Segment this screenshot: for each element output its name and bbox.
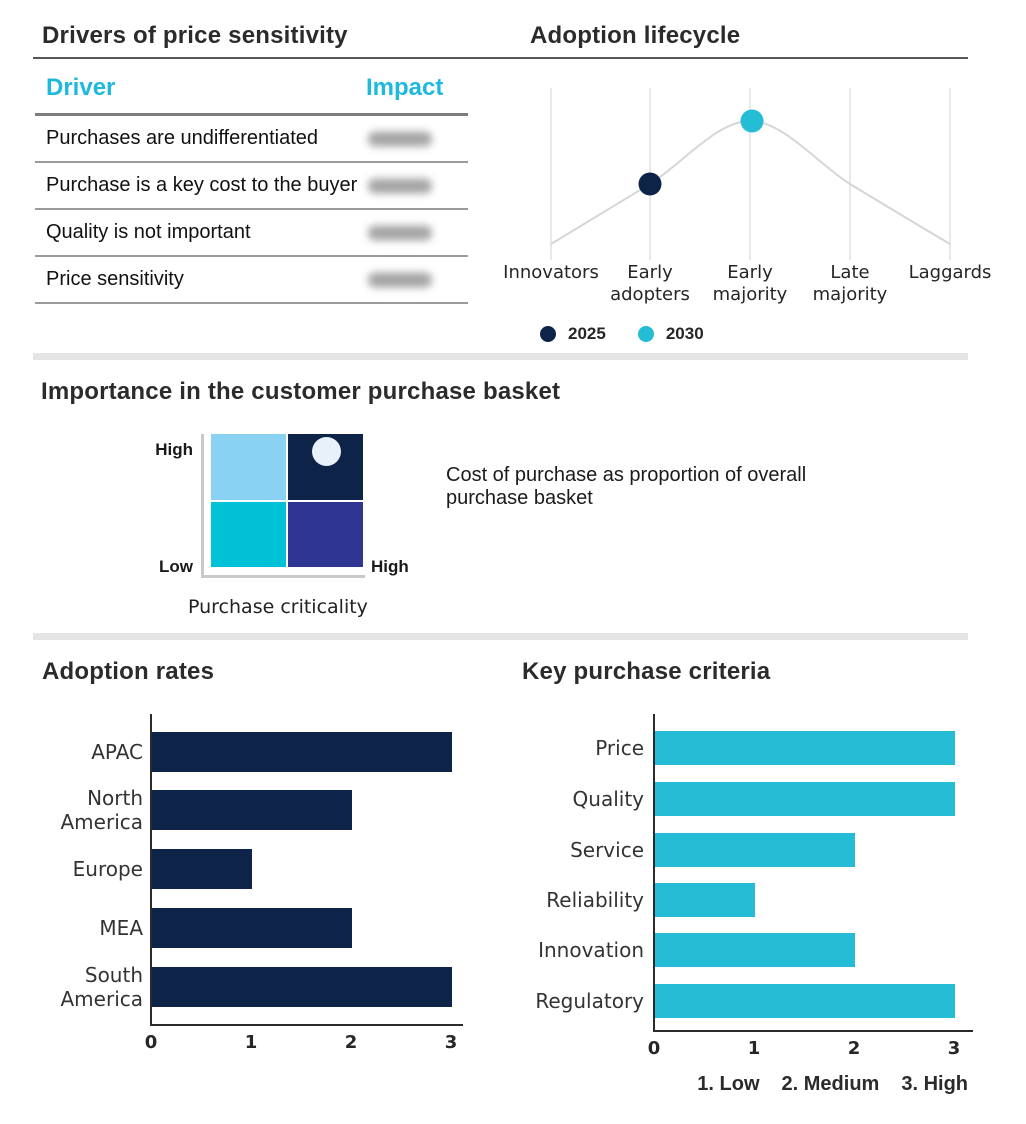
data-point-2025 <box>638 172 662 196</box>
category-label-apac: APAC <box>91 740 143 764</box>
legend-label: 2025 <box>568 324 606 343</box>
category-label-mea: MEA <box>99 916 143 940</box>
x-tick: 2 <box>344 1032 358 1053</box>
driver-cell: Price sensitivity <box>46 268 184 290</box>
title-underline <box>33 57 968 59</box>
purchase-criteria-title: Key purchase criteria <box>522 658 771 685</box>
x-tick: 3 <box>947 1038 961 1059</box>
category-label-europe: Europe <box>72 857 143 881</box>
redacted-impact-value <box>368 178 432 193</box>
drivers-table-title: Drivers of price sensitivity <box>42 22 348 49</box>
lifecycle-title: Adoption lifecycle <box>530 22 741 49</box>
y-axis-low-label: Low <box>159 557 193 576</box>
legend-dot-cyan <box>637 326 654 342</box>
category-label-reliability: Reliability <box>546 888 644 912</box>
bar-innovation <box>655 933 855 967</box>
criteria-x-axis <box>653 1030 973 1032</box>
column-header-driver: Driver <box>46 74 116 101</box>
scale-note-medium: 2. Medium <box>781 1073 880 1095</box>
bar-europe <box>152 849 252 889</box>
x-axis-high-label: High <box>371 557 409 576</box>
redacted-impact-value <box>368 225 432 240</box>
purchase-basket-matrix <box>211 434 363 567</box>
driver-cell: Quality is not important <box>46 221 251 243</box>
quadrant-low-criticality-low-importance <box>211 501 286 567</box>
basket-annotation: Cost of purchase as proportion of overal… <box>446 464 807 509</box>
stage-label-late-majority: Late majority <box>812 262 888 305</box>
drivers-table-header: Driver Impact <box>35 68 468 116</box>
table-row: Price sensitivity <box>35 257 468 304</box>
section-divider <box>33 353 968 360</box>
table-row: Purchase is a key cost to the buyer <box>35 163 468 210</box>
legend-label: 2030 <box>665 324 704 343</box>
stage-label-laggards: Laggards <box>908 262 992 283</box>
bar-reliability <box>655 883 755 917</box>
bar-quality <box>655 782 955 816</box>
legend-item-2025: 2025 <box>540 324 606 344</box>
quadrant-low-criticality-high-importance <box>211 434 286 500</box>
legend-item-2030: 2030 <box>637 324 704 344</box>
x-tick: 2 <box>847 1038 861 1059</box>
matrix-x-axis <box>201 575 365 578</box>
section-divider <box>33 633 968 640</box>
redacted-impact-value <box>368 131 432 146</box>
basket-title: Importance in the customer purchase bask… <box>41 378 561 405</box>
category-label-south-america: South America <box>60 963 144 1011</box>
category-label-regulatory: Regulatory <box>535 989 644 1013</box>
driver-cell: Purchase is a key cost to the buyer <box>46 174 358 196</box>
x-tick: 1 <box>244 1032 258 1053</box>
quadrant-high-criticality-low-importance <box>288 501 363 567</box>
adoption-rates-x-axis <box>150 1024 463 1026</box>
lifecycle-legend: 2025 2030 <box>540 324 704 344</box>
category-label-service: Service <box>570 838 644 862</box>
bar-south-america <box>152 967 452 1007</box>
y-axis-high-label: High <box>155 440 193 459</box>
stage-label-early-adopters: Early adopters <box>610 262 690 305</box>
scale-note-low: 1. Low <box>697 1073 760 1095</box>
driver-cell: Purchases are undifferentiated <box>46 127 319 149</box>
position-marker-circle <box>312 437 341 466</box>
bar-apac <box>152 732 452 772</box>
quadrant-high-criticality-high-importance <box>288 434 363 500</box>
bar-service <box>655 833 855 867</box>
x-tick: 3 <box>444 1032 458 1053</box>
scale-note-high: 3. High <box>901 1073 968 1095</box>
adoption-rates-y-axis <box>150 714 152 1026</box>
stage-label-early-majority: Early majority <box>712 262 788 305</box>
matrix-y-axis <box>201 434 204 577</box>
criteria-y-axis <box>653 714 655 1032</box>
x-tick: 1 <box>747 1038 761 1059</box>
bar-north-america <box>152 790 352 830</box>
bar-regulatory <box>655 984 955 1018</box>
redacted-impact-value <box>368 272 432 287</box>
scale-footnote: 1. Low 2. Medium 3. High <box>500 1073 968 1096</box>
table-row: Purchases are undifferentiated <box>35 116 468 163</box>
column-header-impact: Impact <box>366 74 444 101</box>
legend-dot-navy <box>540 326 556 342</box>
matrix-x-axis-title: Purchase criticality <box>188 596 368 618</box>
category-label-innovation: Innovation <box>538 938 644 962</box>
x-tick: 0 <box>647 1038 661 1059</box>
category-label-quality: Quality <box>572 787 644 811</box>
lifecycle-chart <box>550 88 951 260</box>
adoption-rates-title: Adoption rates <box>42 658 215 685</box>
drivers-table: Driver Impact Purchases are undifferenti… <box>35 68 468 304</box>
category-label-price: Price <box>595 736 644 760</box>
table-row: Quality is not important <box>35 210 468 257</box>
category-label-north-america: North America <box>60 786 144 834</box>
data-point-2030 <box>740 109 764 133</box>
bar-price <box>655 731 955 765</box>
bar-mea <box>152 908 352 948</box>
x-tick: 0 <box>144 1032 158 1053</box>
stage-label-innovators: Innovators <box>503 262 599 283</box>
